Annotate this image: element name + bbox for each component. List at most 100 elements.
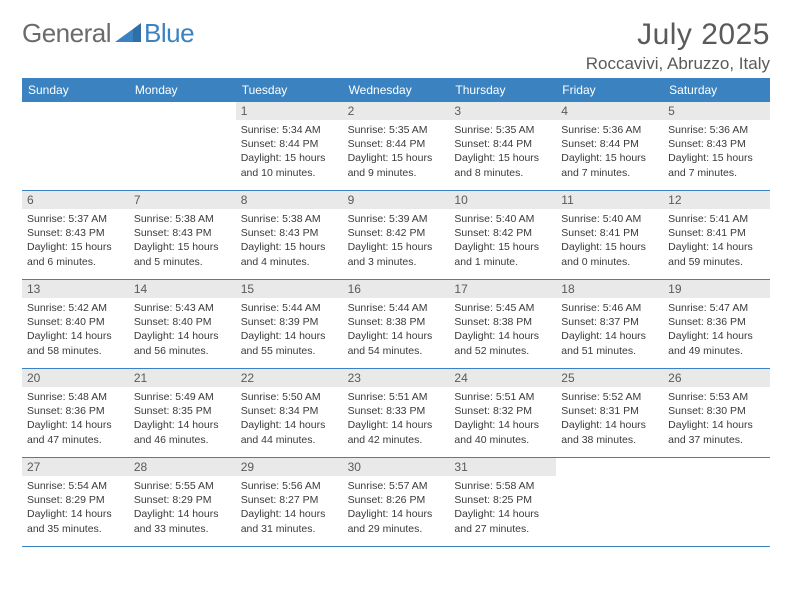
day-cell: 29Sunrise: 5:56 AMSunset: 8:27 PMDayligh… <box>236 458 343 546</box>
day-cell: 22Sunrise: 5:50 AMSunset: 8:34 PMDayligh… <box>236 369 343 457</box>
daylight-line: Daylight: 15 hours and 5 minutes. <box>134 240 231 268</box>
day-cell: 12Sunrise: 5:41 AMSunset: 8:41 PMDayligh… <box>663 191 770 279</box>
day-cell: 13Sunrise: 5:42 AMSunset: 8:40 PMDayligh… <box>22 280 129 368</box>
location-text: Roccavivi, Abruzzo, Italy <box>586 54 770 74</box>
sunset-line: Sunset: 8:44 PM <box>241 137 338 151</box>
weekday-header: Tuesday <box>236 79 343 102</box>
sunrise-line: Sunrise: 5:55 AM <box>134 479 231 493</box>
day-cell: 26Sunrise: 5:53 AMSunset: 8:30 PMDayligh… <box>663 369 770 457</box>
day-info: Sunrise: 5:51 AMSunset: 8:33 PMDaylight:… <box>343 387 450 450</box>
day-cell: 3Sunrise: 5:35 AMSunset: 8:44 PMDaylight… <box>449 102 556 190</box>
sunrise-line: Sunrise: 5:44 AM <box>348 301 445 315</box>
brand-word-1: General <box>22 18 111 49</box>
daylight-line: Daylight: 14 hours and 55 minutes. <box>241 329 338 357</box>
sunrise-line: Sunrise: 5:46 AM <box>561 301 658 315</box>
sunrise-line: Sunrise: 5:52 AM <box>561 390 658 404</box>
sunrise-line: Sunrise: 5:48 AM <box>27 390 124 404</box>
sunrise-line: Sunrise: 5:53 AM <box>668 390 765 404</box>
daylight-line: Daylight: 15 hours and 1 minute. <box>454 240 551 268</box>
sunset-line: Sunset: 8:38 PM <box>348 315 445 329</box>
day-number: 23 <box>343 369 450 387</box>
daylight-line: Daylight: 14 hours and 40 minutes. <box>454 418 551 446</box>
weekday-header: Saturday <box>663 79 770 102</box>
calendar: SundayMondayTuesdayWednesdayThursdayFrid… <box>22 78 770 547</box>
daylight-line: Daylight: 15 hours and 3 minutes. <box>348 240 445 268</box>
daylight-line: Daylight: 14 hours and 42 minutes. <box>348 418 445 446</box>
day-info: Sunrise: 5:49 AMSunset: 8:35 PMDaylight:… <box>129 387 236 450</box>
day-cell: 19Sunrise: 5:47 AMSunset: 8:36 PMDayligh… <box>663 280 770 368</box>
day-info: Sunrise: 5:58 AMSunset: 8:25 PMDaylight:… <box>449 476 556 539</box>
day-info: Sunrise: 5:57 AMSunset: 8:26 PMDaylight:… <box>343 476 450 539</box>
daylight-line: Daylight: 15 hours and 8 minutes. <box>454 151 551 179</box>
weekday-header: Friday <box>556 79 663 102</box>
week-row: 13Sunrise: 5:42 AMSunset: 8:40 PMDayligh… <box>22 280 770 369</box>
sunrise-line: Sunrise: 5:47 AM <box>668 301 765 315</box>
day-cell: 20Sunrise: 5:48 AMSunset: 8:36 PMDayligh… <box>22 369 129 457</box>
weekday-header: Thursday <box>449 79 556 102</box>
sunrise-line: Sunrise: 5:56 AM <box>241 479 338 493</box>
day-cell: 1Sunrise: 5:34 AMSunset: 8:44 PMDaylight… <box>236 102 343 190</box>
day-number: 26 <box>663 369 770 387</box>
day-cell: 17Sunrise: 5:45 AMSunset: 8:38 PMDayligh… <box>449 280 556 368</box>
day-info: Sunrise: 5:44 AMSunset: 8:39 PMDaylight:… <box>236 298 343 361</box>
sunrise-line: Sunrise: 5:58 AM <box>454 479 551 493</box>
day-number: 1 <box>236 102 343 120</box>
day-info: Sunrise: 5:55 AMSunset: 8:29 PMDaylight:… <box>129 476 236 539</box>
day-info: Sunrise: 5:50 AMSunset: 8:34 PMDaylight:… <box>236 387 343 450</box>
sunrise-line: Sunrise: 5:44 AM <box>241 301 338 315</box>
day-number: 27 <box>22 458 129 476</box>
daylight-line: Daylight: 14 hours and 38 minutes. <box>561 418 658 446</box>
day-number: 14 <box>129 280 236 298</box>
sunrise-line: Sunrise: 5:42 AM <box>27 301 124 315</box>
sunset-line: Sunset: 8:42 PM <box>348 226 445 240</box>
sunset-line: Sunset: 8:40 PM <box>27 315 124 329</box>
day-number: 7 <box>129 191 236 209</box>
day-info: Sunrise: 5:40 AMSunset: 8:41 PMDaylight:… <box>556 209 663 272</box>
day-number: 8 <box>236 191 343 209</box>
day-info: Sunrise: 5:41 AMSunset: 8:41 PMDaylight:… <box>663 209 770 272</box>
day-number: 24 <box>449 369 556 387</box>
day-number: 28 <box>129 458 236 476</box>
day-cell: 28Sunrise: 5:55 AMSunset: 8:29 PMDayligh… <box>129 458 236 546</box>
sunset-line: Sunset: 8:41 PM <box>668 226 765 240</box>
day-number: 15 <box>236 280 343 298</box>
daylight-line: Daylight: 14 hours and 49 minutes. <box>668 329 765 357</box>
daylight-line: Daylight: 14 hours and 27 minutes. <box>454 507 551 535</box>
day-info: Sunrise: 5:37 AMSunset: 8:43 PMDaylight:… <box>22 209 129 272</box>
sunset-line: Sunset: 8:43 PM <box>668 137 765 151</box>
sunrise-line: Sunrise: 5:54 AM <box>27 479 124 493</box>
header: General Blue July 2025 Roccavivi, Abruzz… <box>22 18 770 74</box>
daylight-line: Daylight: 14 hours and 47 minutes. <box>27 418 124 446</box>
sunset-line: Sunset: 8:25 PM <box>454 493 551 507</box>
day-cell: 14Sunrise: 5:43 AMSunset: 8:40 PMDayligh… <box>129 280 236 368</box>
daylight-line: Daylight: 14 hours and 29 minutes. <box>348 507 445 535</box>
day-info: Sunrise: 5:51 AMSunset: 8:32 PMDaylight:… <box>449 387 556 450</box>
sunrise-line: Sunrise: 5:43 AM <box>134 301 231 315</box>
day-cell: 10Sunrise: 5:40 AMSunset: 8:42 PMDayligh… <box>449 191 556 279</box>
sunset-line: Sunset: 8:36 PM <box>27 404 124 418</box>
day-cell <box>556 458 663 546</box>
sunrise-line: Sunrise: 5:40 AM <box>561 212 658 226</box>
day-info: Sunrise: 5:52 AMSunset: 8:31 PMDaylight:… <box>556 387 663 450</box>
sunrise-line: Sunrise: 5:38 AM <box>134 212 231 226</box>
day-cell: 27 Sunrise: 5:54 AMSunset: 8:29 PMDayligh… <box>22 458 129 546</box>
sunset-line: Sunset: 8:43 PM <box>241 226 338 240</box>
day-info: Sunrise: 5:44 AMSunset: 8:38 PMDaylight:… <box>343 298 450 361</box>
daylight-line: Daylight: 14 hours and 35 minutes. <box>27 507 124 535</box>
day-number: 29 <box>236 458 343 476</box>
day-number: 2 <box>343 102 450 120</box>
day-info: Sunrise: 5:48 AMSunset: 8:36 PMDaylight:… <box>22 387 129 450</box>
sunset-line: Sunset: 8:26 PM <box>348 493 445 507</box>
sunset-line: Sunset: 8:39 PM <box>241 315 338 329</box>
day-info: Sunrise: 5:34 AMSunset: 8:44 PMDaylight:… <box>236 120 343 183</box>
sunset-line: Sunset: 8:37 PM <box>561 315 658 329</box>
sunrise-line: Sunrise: 5:36 AM <box>561 123 658 137</box>
sunset-line: Sunset: 8:29 PM <box>27 493 124 507</box>
sunset-line: Sunset: 8:34 PM <box>241 404 338 418</box>
week-row: 27Sunrise: 5:54 AMSunset: 8:29 PMDayligh… <box>22 458 770 547</box>
day-number: 21 <box>129 369 236 387</box>
day-info: Sunrise: 5:56 AMSunset: 8:27 PMDaylight:… <box>236 476 343 539</box>
sunrise-line: Sunrise: 5:51 AM <box>348 390 445 404</box>
daylight-line: Daylight: 14 hours and 56 minutes. <box>134 329 231 357</box>
day-cell: 8Sunrise: 5:38 AMSunset: 8:43 PMDaylight… <box>236 191 343 279</box>
